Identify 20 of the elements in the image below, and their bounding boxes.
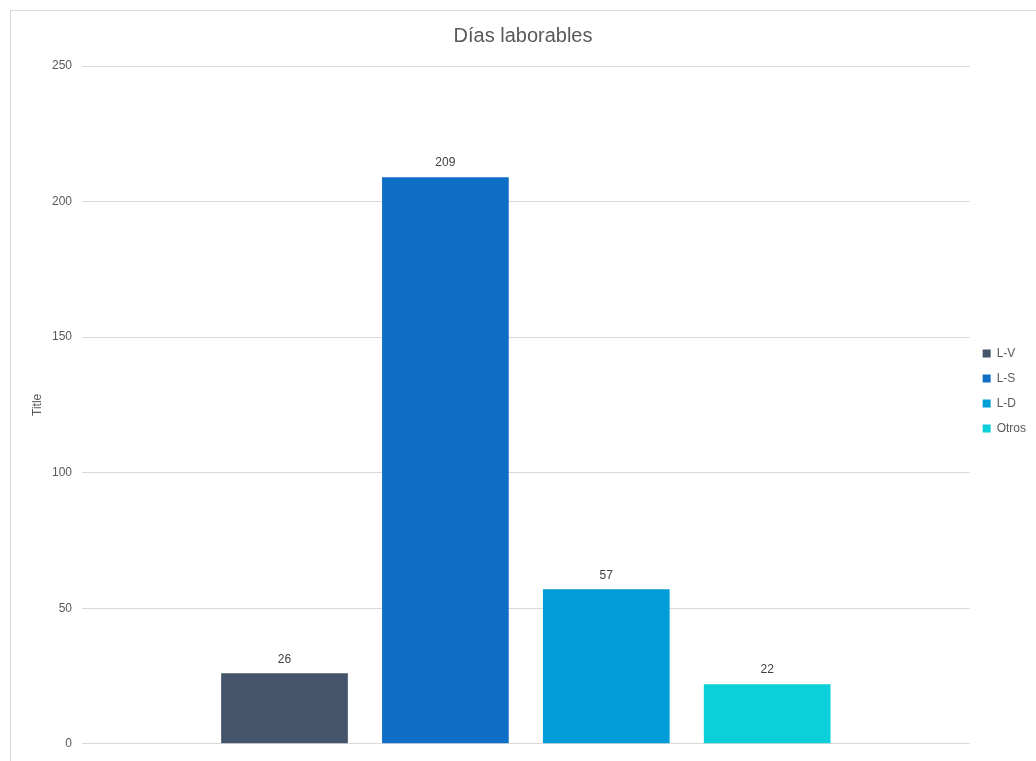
y-tick-label: 100 xyxy=(51,464,73,479)
y-tick-label: 0 xyxy=(65,736,73,751)
data-label: 57 xyxy=(599,567,614,582)
bar xyxy=(221,673,348,744)
legend-label: L-D xyxy=(996,395,1017,410)
y-axis-title: Title xyxy=(29,393,44,417)
y-tick-label: 200 xyxy=(51,193,73,208)
y-tick-label: 50 xyxy=(58,600,73,615)
y-tick-label: 250 xyxy=(51,58,73,73)
data-label: 26 xyxy=(277,651,292,666)
y-tick-label: 150 xyxy=(51,329,73,344)
bar xyxy=(542,589,670,744)
bar xyxy=(703,684,831,744)
legend-label: L-V xyxy=(996,345,1016,360)
data-label: 209 xyxy=(435,155,456,170)
legend-label: Otros xyxy=(996,420,1027,435)
chart-title: Días laborables xyxy=(453,23,593,46)
data-label: 22 xyxy=(760,662,775,677)
bar xyxy=(382,177,509,744)
legend-label: L-S xyxy=(996,370,1016,385)
